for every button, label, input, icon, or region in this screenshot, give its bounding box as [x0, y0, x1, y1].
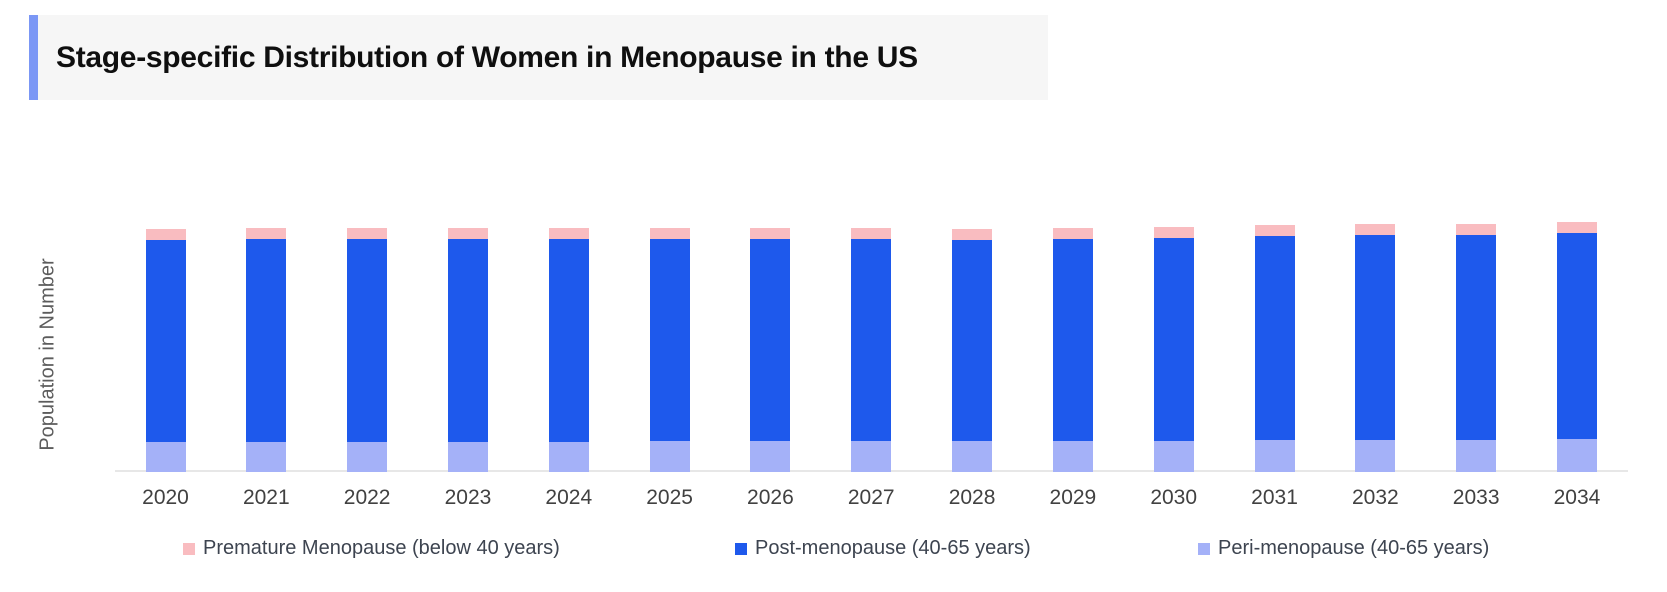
x-tick-label: 2029: [1049, 486, 1097, 509]
x-tick-label: 2030: [1150, 486, 1198, 509]
bar-segment[interactable]: [1052, 441, 1093, 472]
x-tick-label: 2026: [747, 486, 794, 509]
bar-segment[interactable]: [1355, 440, 1396, 472]
bar-2034[interactable]: [1556, 222, 1597, 472]
legend-label: Premature Menopause (below 40 years): [203, 537, 560, 559]
bar-segment[interactable]: [750, 441, 791, 472]
bar-segment[interactable]: [548, 442, 589, 472]
x-tick-label: 2024: [545, 486, 593, 509]
bar-segment[interactable]: [246, 442, 287, 472]
bar-segment[interactable]: [447, 239, 488, 442]
bar-segment[interactable]: [347, 239, 388, 442]
bar-segment[interactable]: [347, 228, 388, 239]
legend-label: Peri-menopause (40-65 years): [1218, 537, 1490, 559]
x-tick-label: 2023: [444, 486, 492, 509]
bar-2033[interactable]: [1456, 224, 1497, 472]
bar-segment[interactable]: [447, 442, 488, 472]
x-tick-label: 2020: [142, 486, 189, 509]
legend-item[interactable]: Premature Menopause (below 40 years): [183, 537, 560, 560]
bar-segment[interactable]: [1153, 238, 1194, 441]
bar-2031[interactable]: [1254, 225, 1295, 472]
bar-2025[interactable]: [649, 228, 690, 472]
bar-segment[interactable]: [952, 229, 993, 240]
bar-segment[interactable]: [447, 228, 488, 239]
bar-segment[interactable]: [1556, 233, 1597, 439]
bar-segment[interactable]: [145, 229, 186, 240]
title-accent-bar: [29, 15, 38, 100]
bar-segment[interactable]: [649, 441, 690, 472]
bar-segment[interactable]: [649, 228, 690, 239]
x-tick-label: 2028: [948, 486, 996, 509]
bar-2022[interactable]: [347, 228, 388, 472]
bar-2024[interactable]: [548, 228, 589, 472]
bar-2023[interactable]: [447, 228, 488, 472]
legend-item[interactable]: Peri-menopause (40-65 years): [1198, 537, 1489, 560]
bar-segment[interactable]: [145, 240, 186, 442]
chart-title: Stage-specific Distribution of Women in …: [56, 40, 918, 74]
title-panel: Stage-specific Distribution of Women in …: [38, 15, 1048, 100]
bar-2028[interactable]: [952, 229, 993, 472]
bar-segment[interactable]: [952, 441, 993, 472]
bar-2026[interactable]: [750, 228, 791, 472]
bar-segment[interactable]: [851, 239, 892, 441]
bar-2032[interactable]: [1355, 224, 1396, 472]
bar-segment[interactable]: [952, 240, 993, 441]
bar-2030[interactable]: [1153, 227, 1194, 472]
bar-segment[interactable]: [548, 228, 589, 239]
bar-segment[interactable]: [1556, 439, 1597, 472]
x-tick-label: 2022: [343, 486, 391, 509]
bar-segment[interactable]: [1052, 239, 1093, 441]
bar-segment[interactable]: [1456, 224, 1497, 235]
legend-swatch-icon: [183, 542, 195, 555]
bar-2029[interactable]: [1052, 228, 1093, 472]
x-tick-label: 2027: [847, 486, 895, 509]
bar-2020[interactable]: [145, 229, 186, 472]
bar-segment[interactable]: [1456, 235, 1497, 440]
x-tick-label: 2031: [1251, 486, 1298, 509]
bar-segment[interactable]: [246, 239, 287, 442]
bar-segment[interactable]: [649, 239, 690, 441]
bar-segment[interactable]: [750, 228, 791, 239]
bar-2021[interactable]: [246, 228, 287, 472]
x-tick-label: 2033: [1452, 486, 1500, 509]
legend-item[interactable]: Post-menopause (40-65 years): [735, 537, 1031, 560]
legend-swatch-icon: [1198, 542, 1210, 555]
bar-segment[interactable]: [1254, 440, 1295, 472]
bar-segment[interactable]: [1355, 235, 1396, 440]
bar-segment[interactable]: [347, 442, 388, 472]
bar-segment[interactable]: [851, 441, 892, 472]
x-tick-label: 2032: [1351, 486, 1399, 509]
bar-segment[interactable]: [1153, 227, 1194, 238]
bar-segment[interactable]: [246, 228, 287, 239]
bar-segment[interactable]: [1254, 225, 1295, 236]
legend-label: Post-menopause (40-65 years): [755, 537, 1031, 559]
x-tick-label: 2021: [242, 486, 290, 509]
bar-segment[interactable]: [548, 239, 589, 442]
bar-segment[interactable]: [1556, 222, 1597, 233]
bar-segment[interactable]: [1052, 228, 1093, 239]
bar-segment[interactable]: [1153, 441, 1194, 472]
x-tick-label: 2025: [646, 486, 693, 509]
legend-swatch-icon: [735, 542, 747, 555]
bar-segment[interactable]: [1456, 440, 1497, 472]
bar-segment[interactable]: [145, 442, 186, 472]
bar-2027[interactable]: [851, 228, 892, 472]
bar-segment[interactable]: [750, 239, 791, 441]
bar-segment[interactable]: [1254, 236, 1295, 440]
bar-segment[interactable]: [851, 228, 892, 239]
bar-segment[interactable]: [1355, 224, 1396, 235]
x-tick-label: 2034: [1553, 486, 1601, 509]
